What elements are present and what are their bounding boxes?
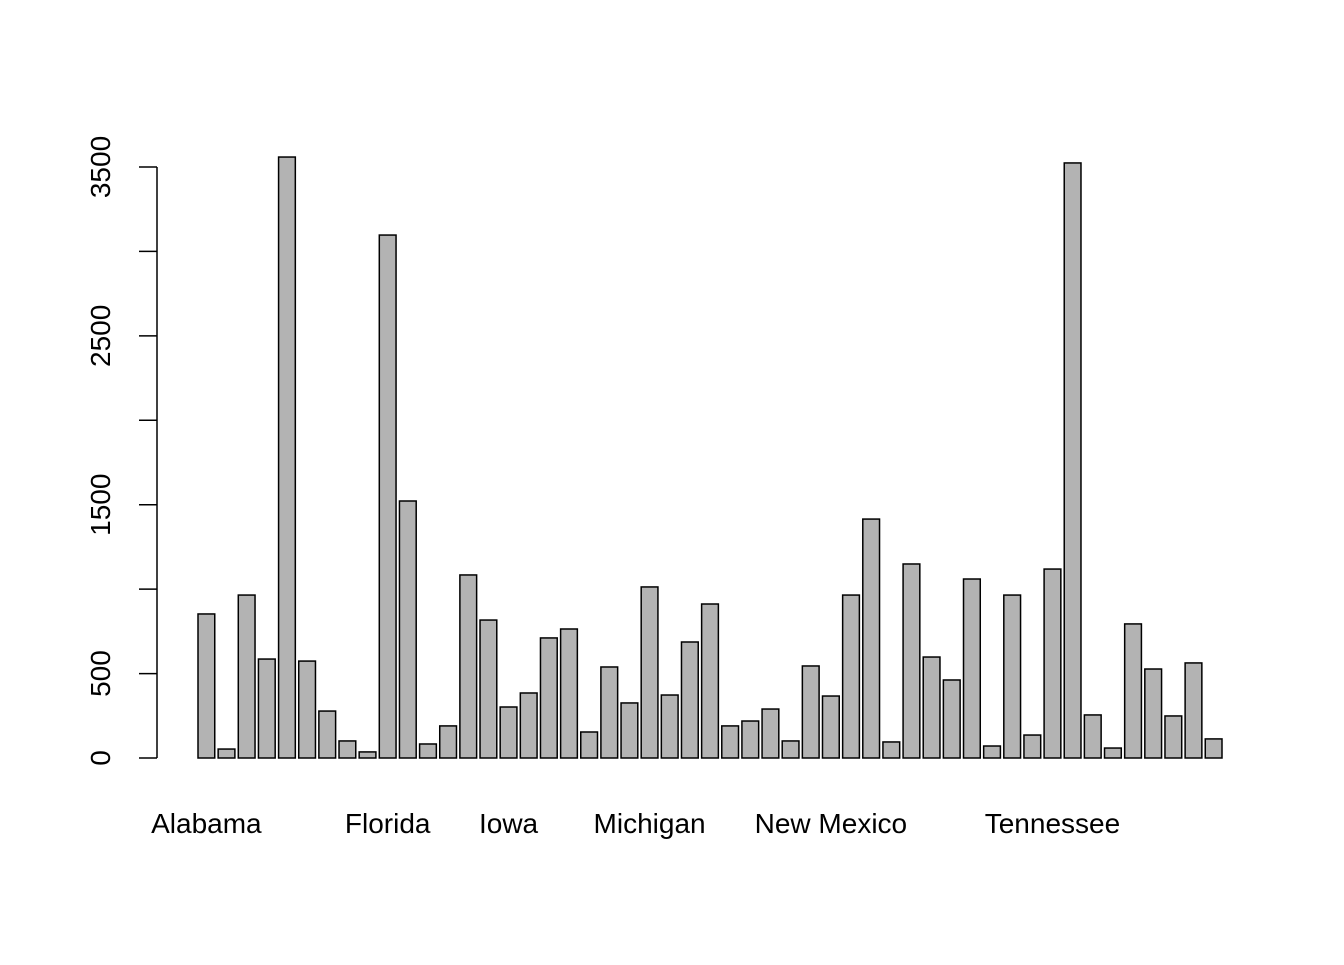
bar: [237, 594, 256, 759]
bar: [600, 666, 619, 759]
y-tick-label: 2500: [85, 305, 116, 367]
bar: [962, 578, 982, 759]
x-tick-label: Iowa: [479, 808, 539, 839]
bar: [660, 694, 679, 759]
bar: [882, 741, 901, 759]
bar: [338, 740, 357, 759]
bar: [1003, 594, 1022, 759]
bar: [1103, 747, 1123, 759]
bar: [700, 603, 720, 759]
bar: [277, 156, 297, 759]
bar: [1023, 734, 1042, 759]
bar: [559, 628, 579, 759]
bar: [499, 706, 518, 759]
bar: [1083, 714, 1102, 759]
y-tick-label: 500: [85, 650, 116, 697]
bar: [398, 500, 417, 759]
x-tick-label: New Mexico: [755, 808, 907, 839]
bar: [1204, 738, 1223, 759]
bar: [922, 656, 941, 759]
bar: [862, 518, 881, 759]
bar: [197, 613, 216, 759]
x-tick-label: Florida: [345, 808, 431, 839]
bar: [821, 695, 840, 759]
bar: [378, 234, 397, 759]
y-tick-label: 0: [85, 750, 116, 766]
y-tick-label: 3500: [85, 136, 116, 198]
bar: [680, 641, 699, 759]
bar: [1043, 568, 1062, 759]
y-tick-label: 1500: [85, 474, 116, 536]
bar: [358, 751, 377, 759]
bar: [640, 586, 659, 759]
bar: [721, 725, 740, 759]
bar: [297, 660, 317, 759]
bar: [801, 665, 820, 759]
bar: [781, 740, 800, 759]
bar: [1123, 623, 1143, 759]
bar: [1184, 662, 1203, 759]
bar: [519, 692, 538, 759]
x-tick-label: Michigan: [594, 808, 706, 839]
bar: [1164, 715, 1183, 759]
x-tick-label: Alabama: [151, 808, 262, 839]
bar: [982, 745, 1002, 759]
bar: [217, 748, 236, 759]
bar: [418, 743, 438, 759]
bar: [741, 720, 760, 759]
bar: [438, 725, 458, 759]
bar: [942, 679, 961, 759]
bar: [539, 637, 558, 759]
x-tick-label: Tennessee: [985, 808, 1120, 839]
bar: [257, 658, 276, 759]
bar: [1063, 162, 1082, 759]
bar: [620, 702, 639, 759]
bar: [479, 619, 498, 759]
bar: [761, 708, 780, 759]
bar: [841, 594, 861, 759]
bar: [580, 731, 599, 759]
bar: [459, 574, 478, 759]
bar: [318, 710, 337, 759]
bar: [902, 563, 921, 759]
bar: [1144, 668, 1163, 759]
